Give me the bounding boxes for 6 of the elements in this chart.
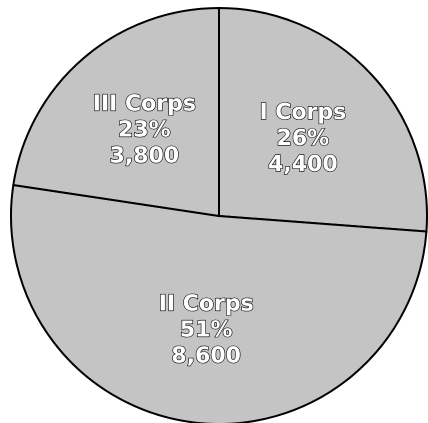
slice-label: I Corps xyxy=(259,100,346,125)
data-label: 23% 3,800 xyxy=(110,116,180,168)
data-label: 51% 8,600 xyxy=(171,317,241,368)
data-label: 26% 4,400 xyxy=(268,126,338,177)
slice-label: II Corps xyxy=(158,291,254,316)
slice-label: III Corps xyxy=(92,90,196,116)
